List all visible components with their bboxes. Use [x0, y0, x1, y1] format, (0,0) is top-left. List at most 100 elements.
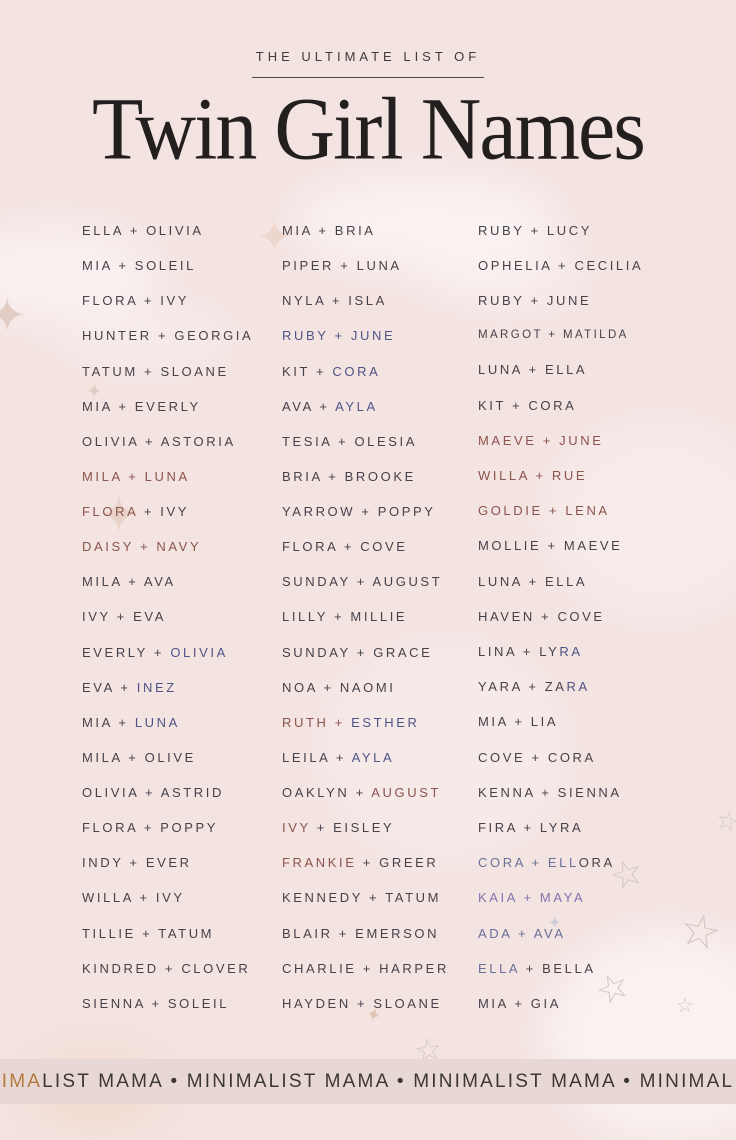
name-pair: OAKLYN + AUGUST: [282, 786, 478, 799]
name-text: INEZ: [136, 679, 177, 695]
name-text: OPHELIA + CECILIA: [478, 258, 644, 274]
name-text: MOLLIE + MAEVE: [478, 538, 623, 554]
brand-banner-text: IMALIST MAMA • MINIMALIST MAMA • MINIMAL…: [2, 1071, 734, 1093]
name-pair: TESIA + OLESIA: [282, 435, 478, 448]
name-text: RUBY + JUNE: [478, 293, 592, 309]
name-text: LUNA + ELLA: [478, 362, 588, 378]
name-text: AYLA: [335, 398, 378, 414]
name-text: KIT +: [282, 363, 333, 379]
name-text: TILLIE + TATUM: [82, 925, 215, 941]
name-pair: MILA + AVA: [82, 575, 282, 588]
name-pair: MILA + LUNA: [82, 470, 282, 483]
name-text: ORA: [578, 855, 615, 871]
name-pair: OLIVIA + ASTRID: [82, 786, 282, 799]
name-text: EVERLY +: [82, 644, 171, 660]
name-text: FLORA: [82, 504, 138, 519]
name-pair: RUBY + JUNE: [478, 294, 728, 307]
twin-girl-names-poster: { "page": { "kicker": "THE ULTIMATE LIST…: [0, 48, 736, 1140]
kicker-wrap: THE ULTIMATE LIST OF: [0, 48, 736, 78]
name-text: IVY: [282, 820, 311, 836]
name-text: OAKLYN +: [282, 785, 372, 800]
name-text: HUNTER + GEORGIA: [82, 328, 254, 344]
name-text: MIA + GIA: [478, 995, 562, 1011]
name-text: CHARLIE + HARPER: [282, 960, 449, 976]
name-pair: KENNA + SIENNA: [478, 786, 728, 799]
name-text: HAYDEN + SLOANE: [282, 995, 442, 1011]
name-pair: LUNA + ELLA: [478, 363, 728, 376]
name-text: LUNA + ELLA: [478, 573, 588, 589]
name-text: MARGOT + MATILDA: [478, 328, 629, 341]
name-pair: SUNDAY + AUGUST: [282, 575, 478, 588]
name-text: RA: [559, 643, 583, 659]
name-text: NYLA + ISLA: [282, 293, 387, 309]
name-text: + GREER: [356, 855, 439, 871]
name-text: RUBY + LUCY: [478, 223, 592, 238]
name-text: BLAIR + EMERSON: [282, 925, 440, 941]
name-pair: MILA + OLIVE: [82, 751, 282, 764]
name-pair: FLORA + IVY: [82, 294, 282, 307]
name-text: KENNEDY + TATUM: [282, 890, 442, 906]
name-pair: HAYDEN + SLOANE: [282, 997, 478, 1010]
name-text: ESTHER: [351, 714, 420, 730]
name-pair: BLAIR + EMERSON: [282, 927, 478, 940]
name-text: + IVY: [137, 504, 189, 519]
name-pair: TATUM + SLOANE: [82, 365, 282, 378]
name-pair: EVERLY + OLIVIA: [82, 646, 282, 659]
name-pair: COVE + CORA: [478, 751, 728, 764]
name-pair: OLIVIA + ASTORIA: [82, 435, 282, 448]
name-pair: YARROW + POPPY: [282, 505, 478, 518]
name-pair: KIT + CORA: [478, 399, 728, 412]
name-text: JUNE: [350, 328, 396, 344]
name-text: TATUM + SLOANE: [82, 363, 229, 379]
name-pair: MIA + LIA: [478, 715, 728, 728]
name-text: GOLDIE + LENA: [478, 503, 610, 519]
name-text: SUNDAY + AUGUST: [282, 574, 443, 590]
name-pair: KENNEDY + TATUM: [282, 891, 478, 904]
name-text: CORA: [332, 363, 381, 379]
brand-banner-segment: IMA: [1, 1070, 43, 1092]
name-text: + EISLEY: [310, 820, 395, 836]
name-pair: RUBY + JUNE: [282, 329, 478, 342]
name-text: CORA + ELL: [478, 855, 579, 871]
name-text: FLORA + POPPY: [82, 820, 219, 836]
name-text: ELLA: [478, 960, 520, 976]
name-text: HAVEN + COVE: [478, 608, 605, 624]
name-text: ADA + AVA: [478, 925, 566, 941]
name-text: KIT + CORA: [478, 397, 577, 413]
name-pair: LUNA + ELLA: [478, 575, 728, 588]
name-pair: RUTH + ESTHER: [282, 716, 478, 729]
name-text: AUGUST: [371, 785, 442, 800]
name-text: LILLY + MILLIE: [282, 609, 408, 625]
name-pair: AVA + AYLA: [282, 400, 478, 413]
name-text: PIPER + LUNA: [282, 258, 402, 274]
name-text: YARROW + POPPY: [282, 504, 436, 519]
name-pair: BRIA + BROOKE: [282, 470, 478, 483]
name-text: MAEVE + JUNE: [478, 432, 604, 448]
name-pair: SUNDAY + GRACE: [282, 646, 478, 659]
name-text: MIA + BRIA: [282, 223, 376, 238]
sparkle-icon: ✦: [0, 289, 27, 341]
name-pair: ADA + AVA: [478, 927, 728, 940]
name-pair: MIA + SOLEIL: [82, 259, 282, 272]
name-text: RUBY +: [282, 328, 351, 344]
name-pair: NYLA + ISLA: [282, 294, 478, 307]
names-column-2: MIA + BRIA PIPER + LUNA NYLA + ISLA RUBY + …: [282, 224, 478, 1010]
name-pair: KIT + CORA: [282, 365, 478, 378]
name-pair: PIPER + LUNA: [282, 259, 478, 272]
name-text: MIA + EVERLY: [82, 398, 201, 414]
name-pair: MAEVE + JUNE: [478, 434, 728, 447]
kicker-text: THE ULTIMATE LIST OF: [251, 49, 485, 78]
name-pair: MIA + LUNA: [82, 716, 282, 729]
name-text: DAISY + NAVY: [82, 539, 202, 555]
names-column-3: RUBY + LUCY OPHELIA + CECILIA RUBY + JUNE M…: [478, 224, 728, 1010]
name-pair: ELLA + BELLA: [478, 962, 728, 975]
name-text: FLORA + COVE: [282, 539, 408, 555]
name-pair: CORA + ELLORA: [478, 856, 728, 869]
name-text: OLIVIA + ASTORIA: [82, 433, 236, 449]
name-pair: LINA + LYRA: [478, 645, 728, 658]
name-text: YARA + ZA: [478, 679, 567, 695]
name-text: NOA + NAOMI: [282, 679, 396, 695]
name-text: KAIA + MAYA: [478, 890, 586, 906]
name-pair: FLORA + COVE: [282, 540, 478, 553]
name-text: MIA + LIA: [478, 714, 559, 730]
